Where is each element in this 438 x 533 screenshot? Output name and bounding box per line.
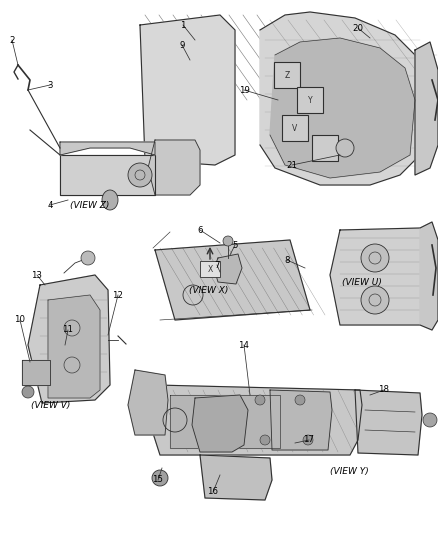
Ellipse shape [102,190,118,210]
Text: 4: 4 [47,200,53,209]
Text: 19: 19 [238,85,249,94]
Text: 21: 21 [286,160,297,169]
Text: 1: 1 [180,20,185,29]
Text: 3: 3 [47,80,53,90]
Circle shape [128,163,152,187]
Text: 15: 15 [152,475,163,484]
Circle shape [302,435,312,445]
FancyBboxPatch shape [297,87,322,113]
Text: 18: 18 [378,385,389,394]
Text: (VIEW Z): (VIEW Z) [70,201,110,209]
Text: 11: 11 [62,326,73,335]
Polygon shape [191,395,247,452]
Text: V: V [292,124,297,133]
Text: 16: 16 [207,488,218,497]
Text: 13: 13 [32,271,42,279]
Text: 5: 5 [232,240,237,249]
Circle shape [294,395,304,405]
Circle shape [81,251,95,265]
Text: (VIEW V): (VIEW V) [31,401,70,409]
Circle shape [223,236,233,246]
Circle shape [259,435,269,445]
Polygon shape [354,390,421,455]
Polygon shape [48,295,100,398]
Circle shape [360,244,388,272]
Circle shape [22,386,34,398]
FancyBboxPatch shape [200,261,219,277]
Text: 14: 14 [238,341,249,350]
Text: Y: Y [307,95,311,104]
FancyBboxPatch shape [273,62,299,88]
Circle shape [335,139,353,157]
Text: 2: 2 [9,36,15,44]
Polygon shape [148,140,200,195]
Circle shape [360,286,388,314]
Polygon shape [329,228,429,325]
Text: 9: 9 [179,41,184,50]
Polygon shape [28,275,110,403]
Polygon shape [140,15,234,165]
Text: X: X [207,264,212,273]
Circle shape [254,395,265,405]
Polygon shape [155,240,309,320]
Text: 10: 10 [14,316,25,325]
Text: 8: 8 [283,255,289,264]
Polygon shape [22,360,50,385]
FancyBboxPatch shape [311,135,337,161]
Polygon shape [60,142,155,155]
Polygon shape [414,42,437,175]
Text: 7: 7 [214,261,219,270]
Text: 17: 17 [303,435,314,445]
Text: 12: 12 [112,290,123,300]
Text: (VIEW Y): (VIEW Y) [329,467,367,476]
Text: (VIEW U): (VIEW U) [342,278,381,287]
Text: 20: 20 [352,23,363,33]
Polygon shape [170,395,279,448]
Text: 6: 6 [197,225,202,235]
FancyBboxPatch shape [281,115,307,141]
Polygon shape [128,370,168,435]
Circle shape [422,413,436,427]
Polygon shape [269,38,414,178]
Circle shape [152,470,168,486]
Polygon shape [152,385,361,455]
Polygon shape [419,222,437,330]
Polygon shape [200,455,272,500]
Polygon shape [259,12,424,185]
Polygon shape [60,155,155,195]
Text: Z: Z [284,70,289,79]
Polygon shape [213,254,241,284]
Polygon shape [269,390,331,450]
Text: (VIEW X): (VIEW X) [188,286,228,295]
